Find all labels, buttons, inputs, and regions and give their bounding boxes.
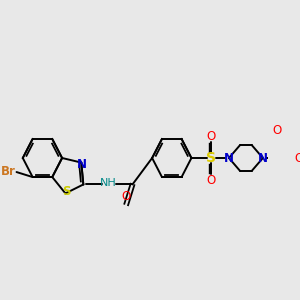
Text: S: S xyxy=(62,185,70,198)
Text: O: O xyxy=(122,190,131,203)
Text: N: N xyxy=(258,152,268,164)
Text: Br: Br xyxy=(1,165,16,178)
Text: O: O xyxy=(206,173,216,187)
Text: O: O xyxy=(272,124,282,137)
Text: O: O xyxy=(295,152,300,164)
Text: O: O xyxy=(206,130,216,142)
Text: NH: NH xyxy=(100,178,117,188)
Text: S: S xyxy=(206,151,216,165)
Text: N: N xyxy=(224,152,234,164)
Text: N: N xyxy=(77,158,87,171)
